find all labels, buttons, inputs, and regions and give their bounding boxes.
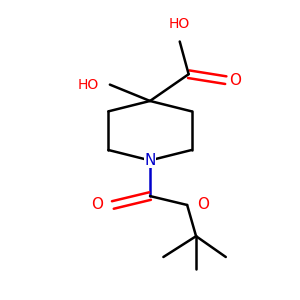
Text: N: N — [144, 153, 156, 168]
Text: O: O — [197, 197, 209, 212]
Text: O: O — [229, 73, 241, 88]
Text: HO: HO — [77, 78, 99, 92]
Text: O: O — [91, 197, 103, 212]
Text: HO: HO — [169, 17, 190, 31]
